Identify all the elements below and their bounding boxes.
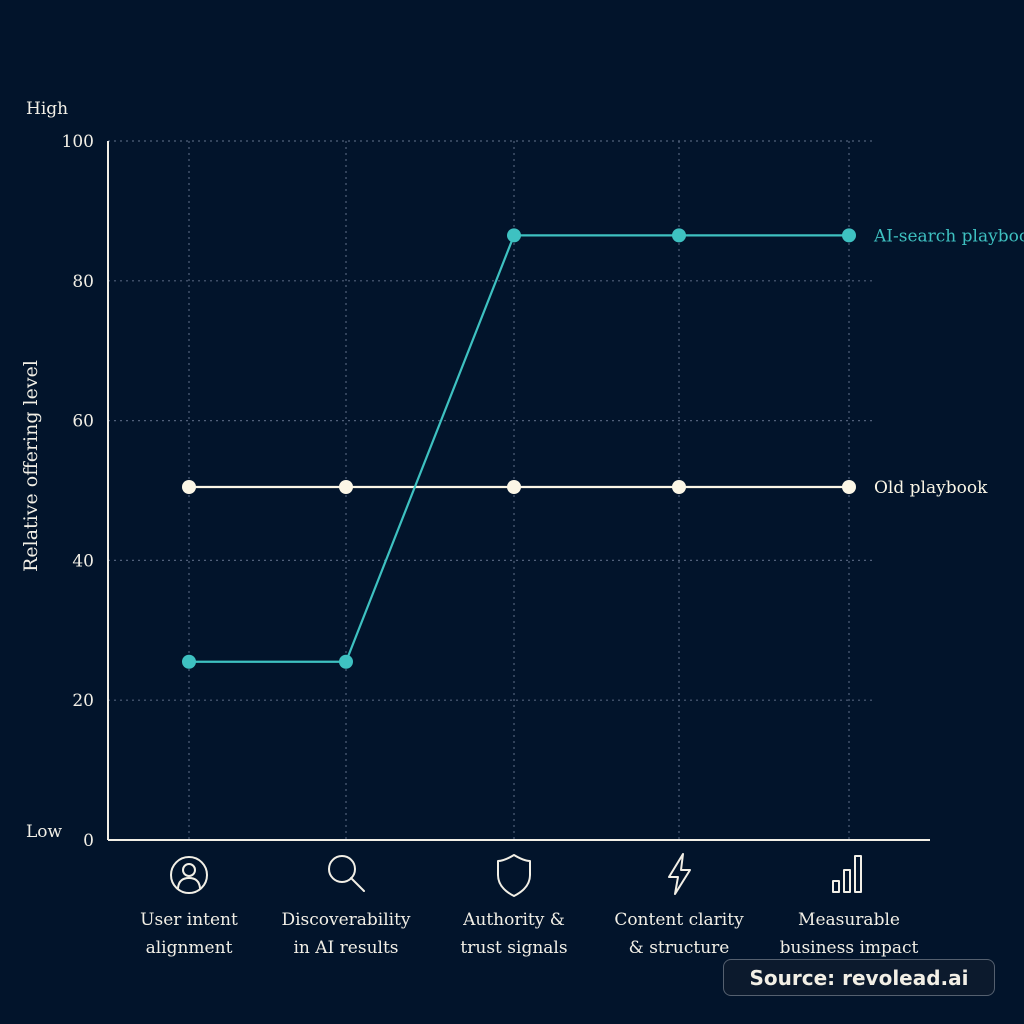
y-low-label: Low	[26, 822, 63, 842]
source-badge: Source: revolead.ai	[723, 959, 995, 996]
data-point	[842, 480, 856, 495]
user-icon-outline	[170, 856, 208, 894]
x-category-label: in AI results	[293, 938, 398, 958]
x-category-label: & structure	[629, 938, 730, 958]
shield-icon	[497, 854, 531, 897]
data-point	[842, 228, 856, 243]
y-tick-label: 100	[62, 132, 94, 152]
y-tick-label: 0	[83, 831, 94, 851]
data-point	[182, 654, 196, 669]
bar-chart-icon	[832, 855, 862, 893]
search-icon	[328, 855, 365, 892]
x-category-label: Measurable	[798, 910, 900, 930]
y-axis-title: Relative offering level	[20, 360, 42, 572]
bar-chart-icon-bar	[843, 869, 851, 893]
lightning-icon-shape	[668, 853, 691, 895]
y-tick-label: 40	[72, 551, 94, 571]
data-point	[339, 480, 353, 495]
user-icon	[170, 856, 208, 894]
bar-chart-icon-bar	[854, 855, 862, 893]
x-category-label: Content clarity	[614, 910, 744, 930]
series-end-label: AI-search playbook	[873, 226, 1024, 246]
x-category-label: Discoverability	[281, 910, 410, 930]
search-icon-lens	[328, 855, 356, 883]
search-icon-handle	[350, 877, 365, 892]
y-tick-label: 60	[72, 412, 94, 432]
data-point	[339, 654, 353, 669]
x-category-label: Authority &	[462, 910, 565, 930]
data-point	[507, 480, 521, 495]
x-category-label: business impact	[780, 938, 919, 958]
user-icon-head	[182, 863, 196, 877]
data-point	[672, 228, 686, 243]
data-point	[672, 480, 686, 495]
x-category-label: trust signals	[460, 938, 567, 958]
user-icon-body	[177, 877, 201, 889]
lightning-icon	[668, 853, 691, 895]
bar-chart-icon-bar	[832, 880, 840, 893]
x-category-label: alignment	[146, 938, 233, 958]
data-point	[182, 480, 196, 495]
y-tick-label: 20	[72, 691, 94, 711]
shield-icon-shape	[497, 854, 531, 897]
series-line	[189, 234, 849, 663]
data-point	[507, 228, 521, 243]
series-end-label: Old playbook	[874, 478, 988, 498]
x-category-label: User intent	[140, 910, 238, 930]
y-tick-label: 80	[72, 272, 94, 292]
y-high-label: High	[26, 99, 68, 119]
